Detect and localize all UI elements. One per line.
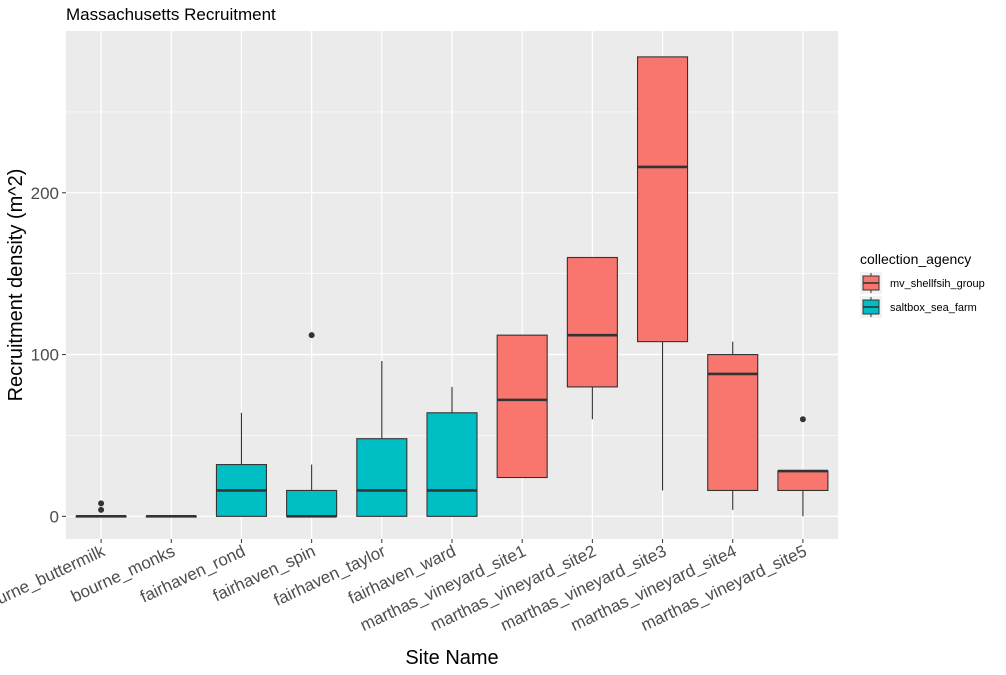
box-body [426,412,478,517]
legend-label: saltbox_sea_farm [890,302,977,314]
box-marthas_vineyard_site4 [707,341,759,510]
box-marthas_vineyard_site5 [777,416,829,517]
x-axis: bourne_buttermilkbourne_monksfairhaven_r… [0,539,810,635]
box-bourne_monks [145,515,197,518]
box-body [356,438,408,517]
box-body [707,354,759,492]
box-body [566,256,618,388]
y-tick-label: 200 [31,184,59,203]
y-axis-title: Recruitment density (m^2) [5,169,27,402]
x-axis-title: Site Name [405,647,498,669]
box-fairhaven_ward [426,386,478,517]
legend-label: mv_shellfsih_group [890,278,985,290]
legend: collection_agency mv_shellfsih_groupsalt… [860,251,985,318]
legend-item: saltbox_sea_farm [860,296,977,318]
box-fairhaven_spin [286,332,338,518]
box-marthas_vineyard_site2 [566,256,618,420]
y-tick-label: 0 [50,507,59,526]
box-body [636,56,689,343]
legend-item: mv_shellfsih_group [860,272,985,294]
boxes-layer [75,56,829,518]
legend-title: collection_agency [860,251,971,267]
box-body [286,489,338,517]
box-body [777,470,829,492]
outlier-point [799,416,806,423]
y-axis: 0 100 200 [31,184,66,526]
chart-title: Massachusetts Recruitment [66,5,276,24]
outlier-point [308,332,315,339]
box-marthas_vineyard_site3 [636,56,689,491]
box-bourne_buttermilk [75,500,127,518]
outlier-point [98,500,105,507]
y-tick-label: 100 [31,346,59,365]
box-body [496,334,548,479]
outlier-point [98,506,105,513]
box-marthas_vineyard_site1 [496,334,548,479]
box-fairhaven_rond [215,412,268,517]
box-fairhaven_taylor [356,361,408,517]
